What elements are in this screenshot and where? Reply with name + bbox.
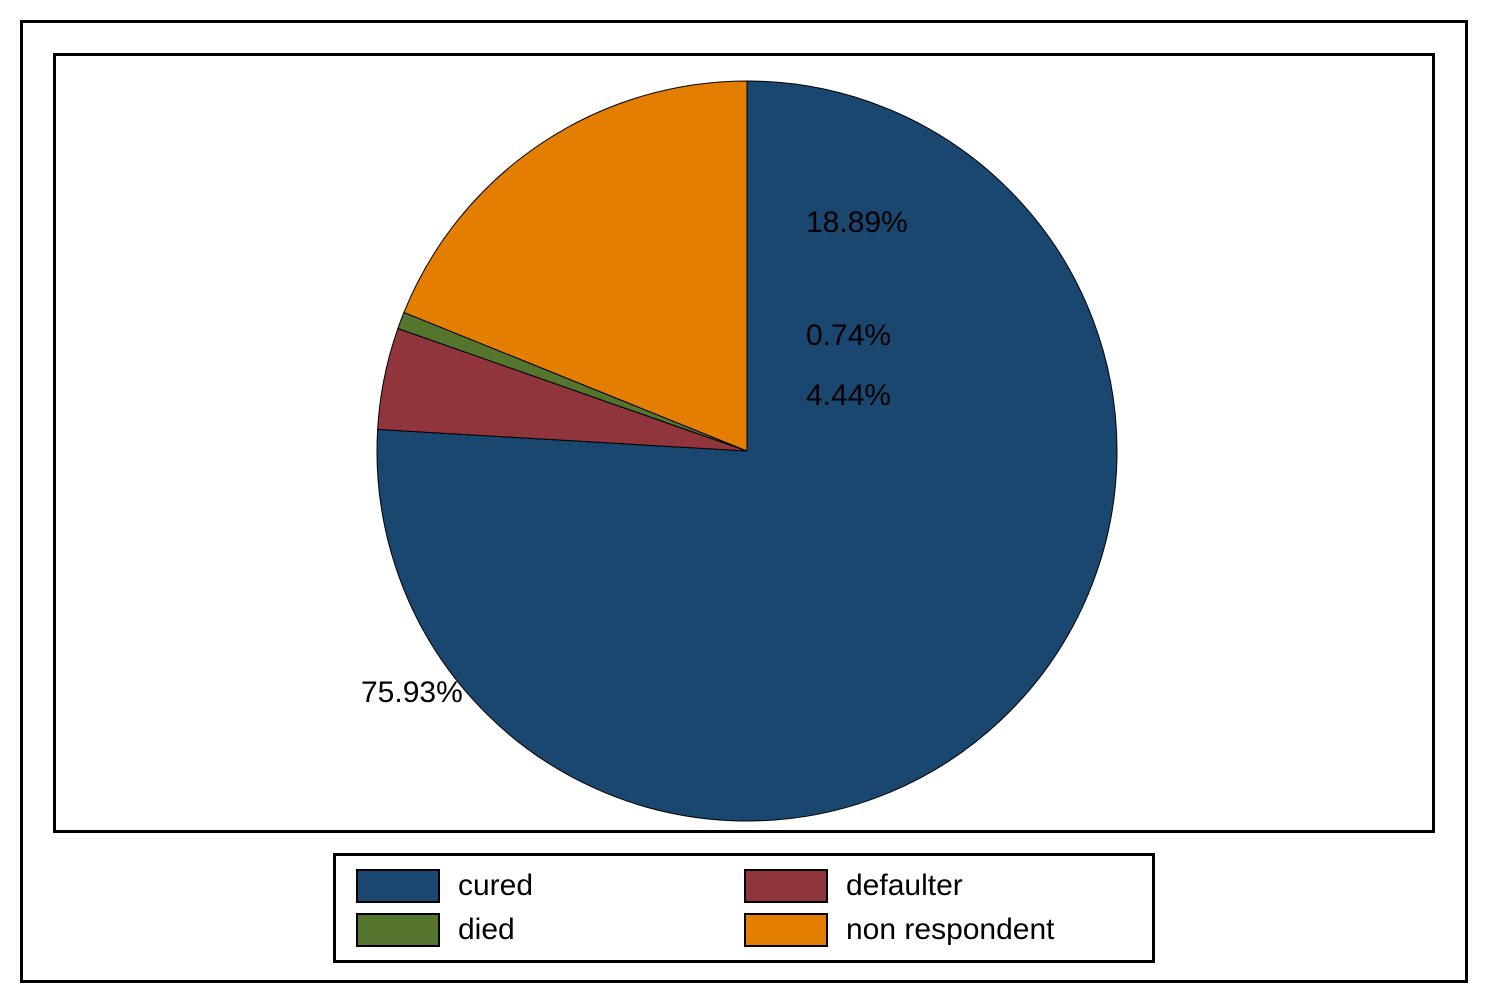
legend-label-non-respondent: non respondent [846, 913, 1055, 947]
slice-label-non-respondent: 18.89% [806, 206, 908, 240]
legend-swatch-cured [356, 869, 440, 903]
legend-item-non-respondent: non respondent [744, 908, 1132, 952]
chart-frame: 75.93% 4.44% 0.74% 18.89% cured defaulte… [20, 20, 1468, 983]
legend-label-defaulter: defaulter [846, 869, 963, 903]
slice-label-died: 0.74% [806, 319, 891, 353]
legend-label-cured: cured [458, 869, 533, 903]
legend-item-cured: cured [356, 864, 744, 908]
legend-swatch-non-respondent [744, 913, 828, 947]
legend-swatch-defaulter [744, 869, 828, 903]
pie-chart [56, 56, 1438, 836]
slice-label-cured: 75.93% [361, 676, 463, 710]
legend-item-died: died [356, 908, 744, 952]
plot-area: 75.93% 4.44% 0.74% 18.89% [53, 53, 1435, 833]
slice-label-defaulter: 4.44% [806, 379, 891, 413]
legend-swatch-died [356, 913, 440, 947]
legend-item-defaulter: defaulter [744, 864, 1132, 908]
legend: cured defaulter died non respondent [333, 853, 1155, 963]
legend-label-died: died [458, 913, 515, 947]
